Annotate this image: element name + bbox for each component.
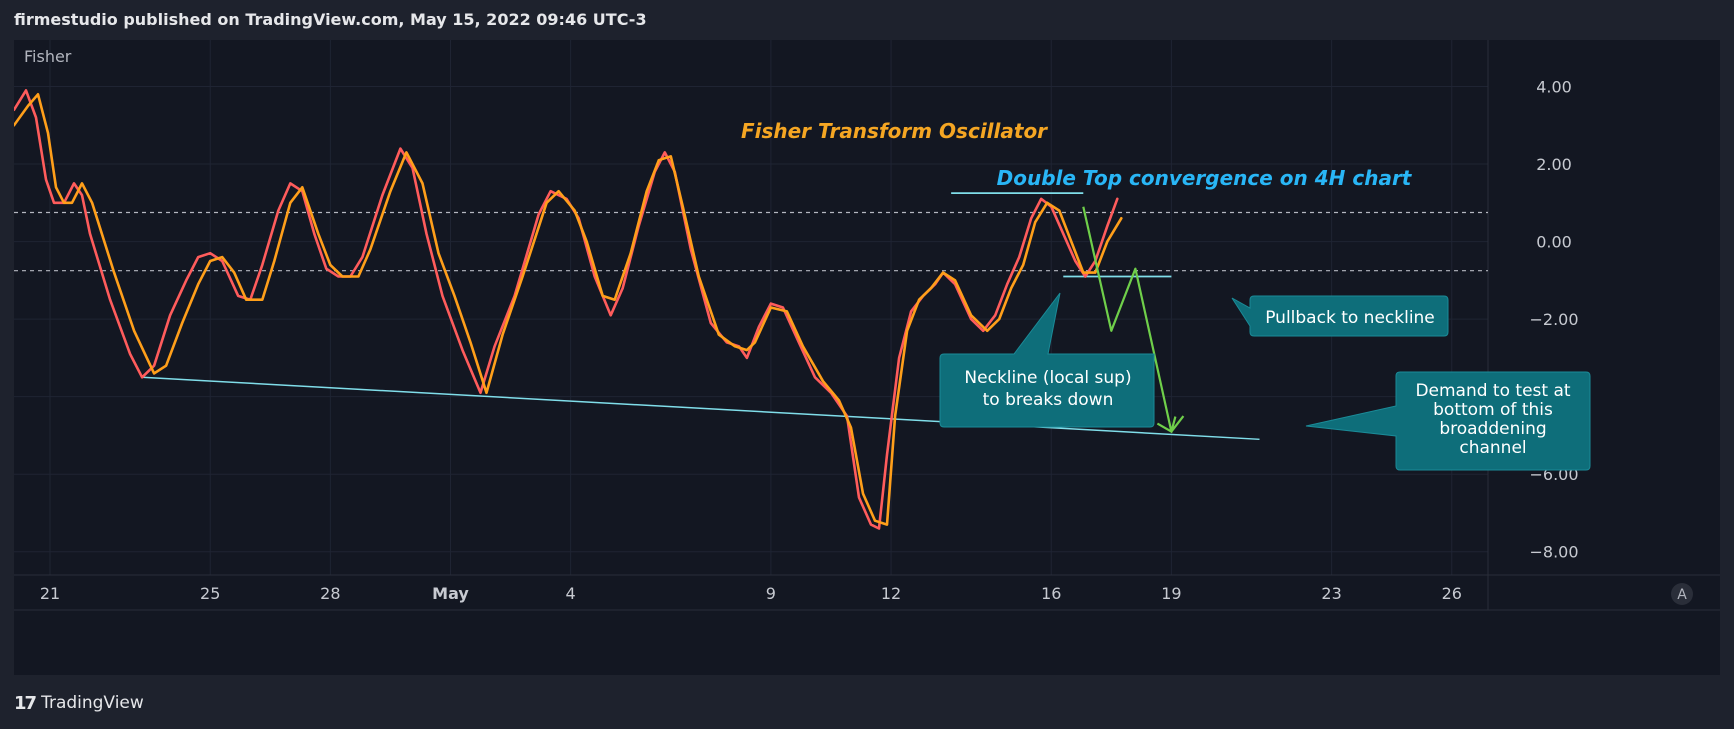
demand-callout-line: broaddening xyxy=(1439,419,1546,439)
chart-pane[interactable]: 4.002.000.00−2.00−4.00−6.00−8.00212528Ma… xyxy=(14,40,1720,675)
x-tick-label: 25 xyxy=(200,584,220,603)
trigger-series-line[interactable] xyxy=(14,92,1123,526)
x-tick-label: 19 xyxy=(1161,584,1181,603)
chart-title: Fisher Transform Oscillator xyxy=(741,119,1048,143)
auto-scale-button[interactable] xyxy=(1671,583,1693,605)
projection-arrowhead xyxy=(1156,416,1177,434)
demand-callout-line: Demand to test at xyxy=(1415,381,1570,401)
y-tick-label: 0.00 xyxy=(1536,233,1572,252)
pullback-callout-text: Pullback to neckline xyxy=(1265,308,1435,328)
projection-path[interactable] xyxy=(1082,206,1185,433)
x-tick-label: 23 xyxy=(1321,584,1341,603)
publisher-line: firmestudio published on TradingView.com… xyxy=(14,10,647,29)
x-tick-label: 12 xyxy=(881,584,901,603)
y-tick-label: 4.00 xyxy=(1536,78,1572,97)
neckline-callout-line1: Neckline (local sup) xyxy=(964,368,1131,388)
x-tick-label: 16 xyxy=(1041,584,1061,603)
x-tick-label: 28 xyxy=(320,584,340,603)
support-trendline[interactable] xyxy=(142,376,1260,441)
demand-callout-line: bottom of this xyxy=(1433,400,1553,420)
double-top-annotation: Double Top convergence on 4H chart xyxy=(997,166,1413,190)
x-tick-label: 9 xyxy=(766,584,776,603)
x-tick-label: 21 xyxy=(40,584,60,603)
fisher-chart[interactable]: 4.002.000.00−2.00−4.00−6.00−8.00212528Ma… xyxy=(14,40,1720,675)
x-tick-label: May xyxy=(432,584,469,603)
chart-background xyxy=(14,40,1720,675)
pullback-callout[interactable] xyxy=(1231,295,1449,337)
tradingview-footer[interactable]: 17 TradingView xyxy=(14,690,144,716)
y-tick-label: 2.00 xyxy=(1536,155,1572,174)
neckline-callout-line2: to breaks down xyxy=(983,390,1114,410)
indicator-label: Fisher xyxy=(24,47,72,66)
auto-scale-label: A xyxy=(1677,587,1687,603)
fisher-series-line[interactable] xyxy=(14,89,1119,530)
demand-callout-line: channel xyxy=(1459,438,1526,458)
x-tick-label: 4 xyxy=(566,584,576,603)
demand-callout[interactable] xyxy=(1305,371,1591,471)
y-tick-label: −8.00 xyxy=(1529,543,1578,562)
tradingview-brand: TradingView xyxy=(41,693,144,713)
y-tick-label: −2.00 xyxy=(1529,310,1578,329)
tradingview-logo-icon: 17 xyxy=(14,692,37,714)
neckline-callout[interactable] xyxy=(939,292,1155,428)
x-tick-label: 26 xyxy=(1442,584,1462,603)
